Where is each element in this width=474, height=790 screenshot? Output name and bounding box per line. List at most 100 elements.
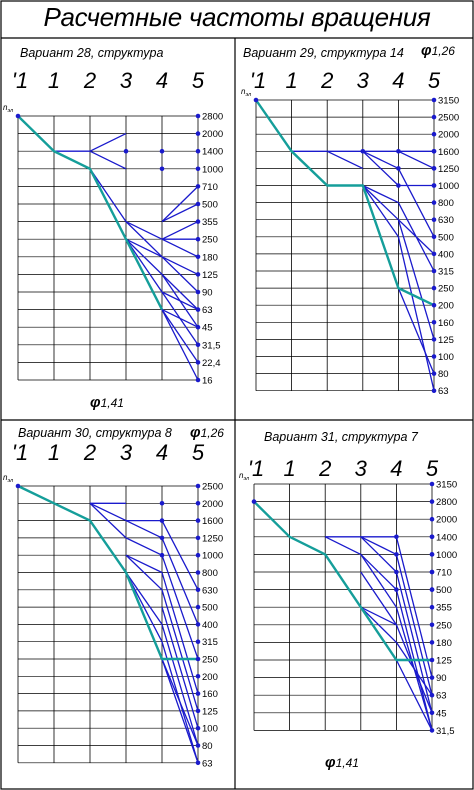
- transmission-ray: [395, 571, 433, 713]
- speed-node: [394, 587, 399, 592]
- output-speed-node: [431, 200, 437, 205]
- output-speed-node: [195, 184, 201, 189]
- output-speed-node: [429, 604, 435, 610]
- speed-label: 355: [436, 603, 452, 614]
- output-speed-node: [431, 97, 437, 103]
- transmission-ray: [161, 309, 199, 363]
- speed-label: 500: [436, 585, 452, 596]
- transmission-ray: [89, 133, 127, 152]
- output-speed-node: [195, 587, 201, 593]
- main-speed-path: [255, 99, 435, 307]
- transmission-ray: [161, 554, 199, 660]
- output-speed-node: [429, 710, 435, 716]
- speed-label: 31,5: [202, 340, 221, 351]
- shaft-label: 4: [156, 440, 168, 465]
- output-speed-node: [431, 217, 437, 222]
- speed-label: 125: [202, 706, 218, 717]
- output-speed-node: [429, 534, 435, 540]
- shaft-label: 1: [48, 440, 60, 465]
- transmission-ray: [161, 291, 199, 311]
- output-speed-node: [429, 481, 435, 487]
- transmission-ray: [125, 554, 163, 574]
- speed-label: 315: [438, 267, 454, 278]
- shaft-label: 3: [357, 68, 370, 93]
- output-speed-node: [431, 337, 437, 342]
- speed-label: 100: [202, 724, 218, 735]
- speed-label: 1400: [436, 532, 457, 543]
- axis-label: nэл: [3, 473, 13, 484]
- output-speed-node: [195, 639, 201, 644]
- output-speed-node: [431, 285, 437, 291]
- speed-label: 80: [438, 369, 449, 380]
- speed-node: [159, 148, 165, 154]
- output-speed-node: [429, 552, 435, 557]
- transmission-ray: [397, 219, 435, 255]
- output-speed-node: [429, 587, 435, 592]
- output-speed-node: [195, 518, 201, 523]
- transmission-ray: [125, 221, 163, 258]
- transmission-ray: [362, 150, 399, 169]
- output-speed-node: [195, 166, 201, 172]
- transmission-ray: [362, 150, 399, 186]
- speed-label: 200: [202, 672, 218, 683]
- main-speed-path: [17, 484, 198, 661]
- transmission-ray: [161, 658, 199, 764]
- panel-29-title: Вариант 29, структура 14: [243, 46, 404, 60]
- speed-label: 31,5: [436, 726, 455, 737]
- speed-label: 45: [436, 708, 447, 719]
- speed-label: 500: [438, 232, 454, 243]
- speed-label: 400: [202, 620, 218, 631]
- output-speed-node: [195, 289, 201, 295]
- speed-label: 2800: [436, 497, 457, 508]
- output-speed-node: [195, 148, 201, 154]
- motor-speed-node: [253, 97, 259, 103]
- transmission-ray: [89, 150, 127, 170]
- transmission-ray: [161, 658, 199, 746]
- panel-30-phi: φ1,26: [190, 424, 224, 441]
- speed-node: [394, 552, 399, 557]
- output-speed-node: [431, 149, 437, 154]
- output-speed-node: [429, 692, 435, 698]
- speed-label: 125: [438, 335, 454, 346]
- transmission-ray: [125, 238, 163, 293]
- speed-label: 250: [438, 284, 454, 295]
- transmission-ray: [161, 256, 199, 275]
- transmission-ray: [89, 502, 127, 522]
- transmission-ray: [360, 606, 397, 626]
- panel-28-phi: φ1,41: [90, 394, 124, 411]
- speed-label: 200: [438, 301, 454, 312]
- speed-label: 90: [436, 673, 447, 684]
- output-speed-node: [195, 377, 201, 383]
- transmission-ray: [395, 642, 433, 696]
- output-speed-node: [195, 307, 201, 312]
- speed-label: 1000: [436, 550, 457, 561]
- speed-node: [159, 501, 165, 506]
- shaft-label: 5: [192, 68, 205, 93]
- shaft-label: 4: [156, 68, 168, 93]
- speed-node: [159, 552, 165, 558]
- output-speed-node: [195, 622, 201, 627]
- speed-label: 800: [202, 568, 218, 579]
- transmission-ray: [397, 168, 435, 238]
- speed-label: 2800: [202, 112, 223, 123]
- speed-label: 125: [436, 656, 452, 667]
- output-speed-node: [195, 483, 201, 489]
- speed-label: 355: [202, 217, 218, 228]
- speed-node: [394, 534, 399, 540]
- speed-node: [159, 518, 165, 523]
- transmission-ray: [360, 571, 397, 626]
- transmission-ray: [125, 520, 163, 539]
- transmission-ray: [326, 150, 364, 169]
- transmission-ray: [89, 502, 127, 539]
- panel-28-graph: '1 1 2 3 4 5280020001400100071050035525018012…: [3, 68, 223, 387]
- shaft-label: 5: [192, 440, 205, 465]
- speed-label: 1600: [202, 516, 223, 527]
- output-speed-node: [195, 501, 201, 506]
- speed-label: 2500: [438, 113, 459, 124]
- transmission-ray: [125, 238, 163, 275]
- speed-label: 1600: [438, 147, 459, 158]
- speed-label: 160: [202, 689, 218, 700]
- output-speed-node: [195, 604, 201, 610]
- output-speed-node: [195, 272, 201, 277]
